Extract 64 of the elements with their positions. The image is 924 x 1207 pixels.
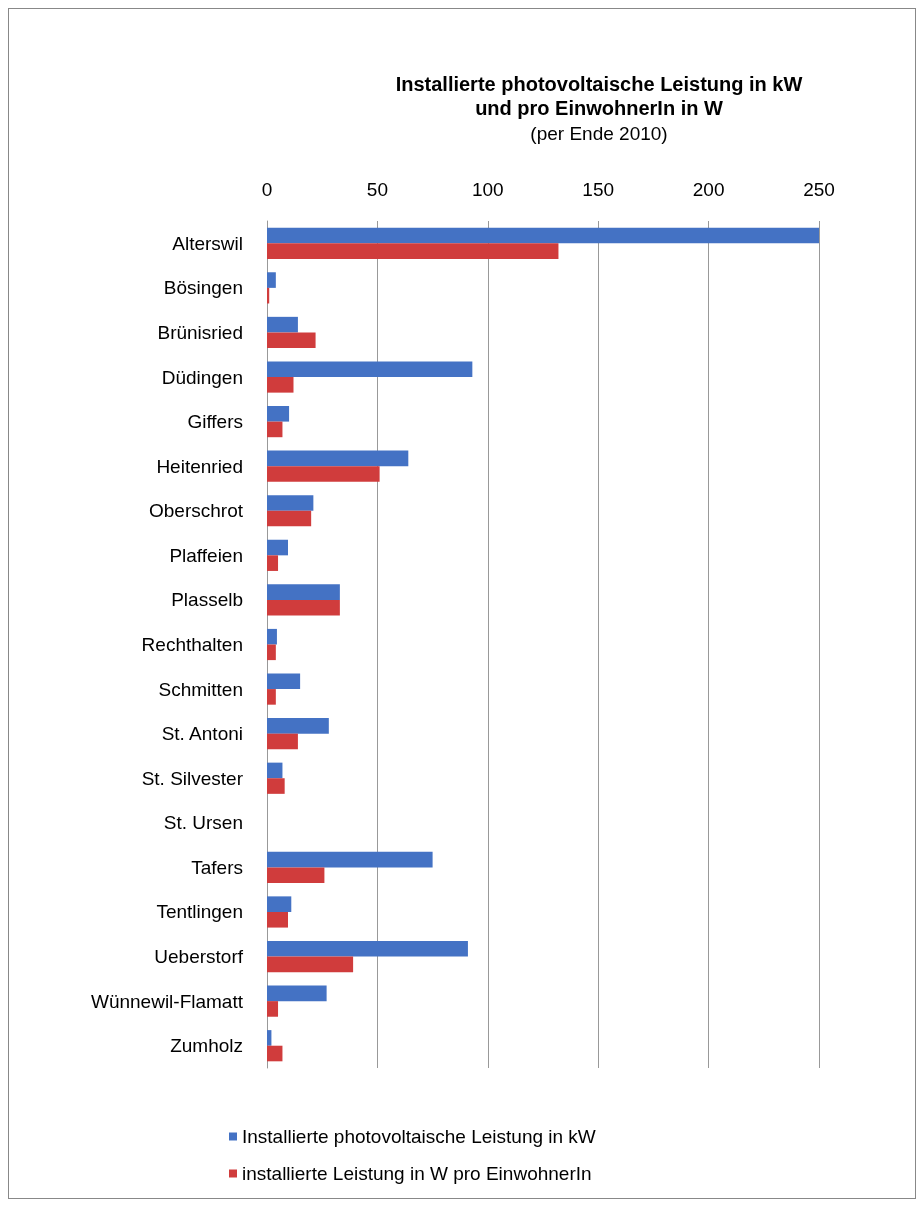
bar [267, 599, 340, 616]
y-tick-label: St. Antoni [161, 723, 243, 745]
bar [267, 316, 298, 333]
bar [267, 406, 290, 422]
bar [267, 361, 473, 378]
bar [267, 718, 329, 734]
bar [267, 985, 327, 1002]
y-tick-label: Plaffeien [169, 544, 243, 566]
bar [267, 227, 819, 244]
x-tick-label: 50 [366, 179, 388, 200]
bar [267, 539, 288, 556]
bar [267, 628, 277, 645]
bar [267, 495, 314, 511]
y-tick-label: Giffers [187, 411, 243, 433]
y-tick-label: Heitenried [156, 455, 243, 477]
bar [267, 778, 285, 794]
bar [267, 377, 294, 393]
y-tick-label: Tentlingen [156, 901, 243, 923]
bar [267, 1045, 283, 1062]
x-tick-label: 100 [471, 179, 504, 200]
bar [267, 733, 298, 750]
bar [267, 510, 312, 527]
bar [267, 421, 283, 438]
y-tick-label: St. Ursen [163, 812, 243, 834]
y-tick-label: Rechthalten [141, 634, 243, 655]
legend-label: Installierte photovoltaische Leistung in kW [242, 1126, 596, 1147]
bar [267, 911, 288, 928]
bar [267, 956, 354, 973]
bar [267, 896, 292, 912]
legend-label: installierte Leistung in W pro EinwohnerIn [242, 1163, 592, 1184]
bar [267, 851, 433, 868]
bar [267, 1030, 272, 1046]
y-tick-label: Brünisried [157, 321, 243, 343]
bar [267, 332, 316, 349]
y-tick-label: Düdingen [161, 366, 243, 388]
y-tick-label: Zumholz [170, 1035, 243, 1057]
x-tick-label: 250 [803, 179, 835, 200]
bar [267, 673, 301, 690]
x-tick-label: 200 [692, 179, 725, 200]
chart-title: Installierte photovoltaische Leistung in kW und pro EinwohnerIn in W [395, 73, 803, 119]
y-tick-label: St. Silvester [141, 767, 244, 789]
bar [267, 450, 409, 467]
y-tick-label: Alterswil [172, 232, 243, 254]
y-tick-label: Oberschrot [149, 500, 244, 522]
bar [267, 689, 276, 705]
bar [267, 555, 279, 571]
bar [267, 867, 325, 883]
y-tick-label: Bösingen [163, 277, 243, 299]
x-tick-label: 0 [261, 179, 273, 200]
y-tick-label: Wünnewil-Flamatt [90, 990, 244, 1012]
chart-subtitle: (per Ende 2010) [530, 123, 668, 144]
bar [267, 466, 380, 482]
y-tick-label: Schmitten [158, 678, 243, 700]
bar [267, 1001, 279, 1017]
bar [267, 940, 468, 957]
bar [267, 243, 559, 259]
bar [267, 584, 340, 600]
y-tick-label: Ueberstorf [154, 946, 244, 968]
bar [267, 762, 283, 779]
y-tick-label: Plasselb [171, 589, 243, 611]
x-tick-label: 150 [582, 179, 615, 200]
bar [267, 272, 276, 288]
y-tick-label: Tafers [191, 856, 243, 878]
bar [267, 644, 276, 661]
